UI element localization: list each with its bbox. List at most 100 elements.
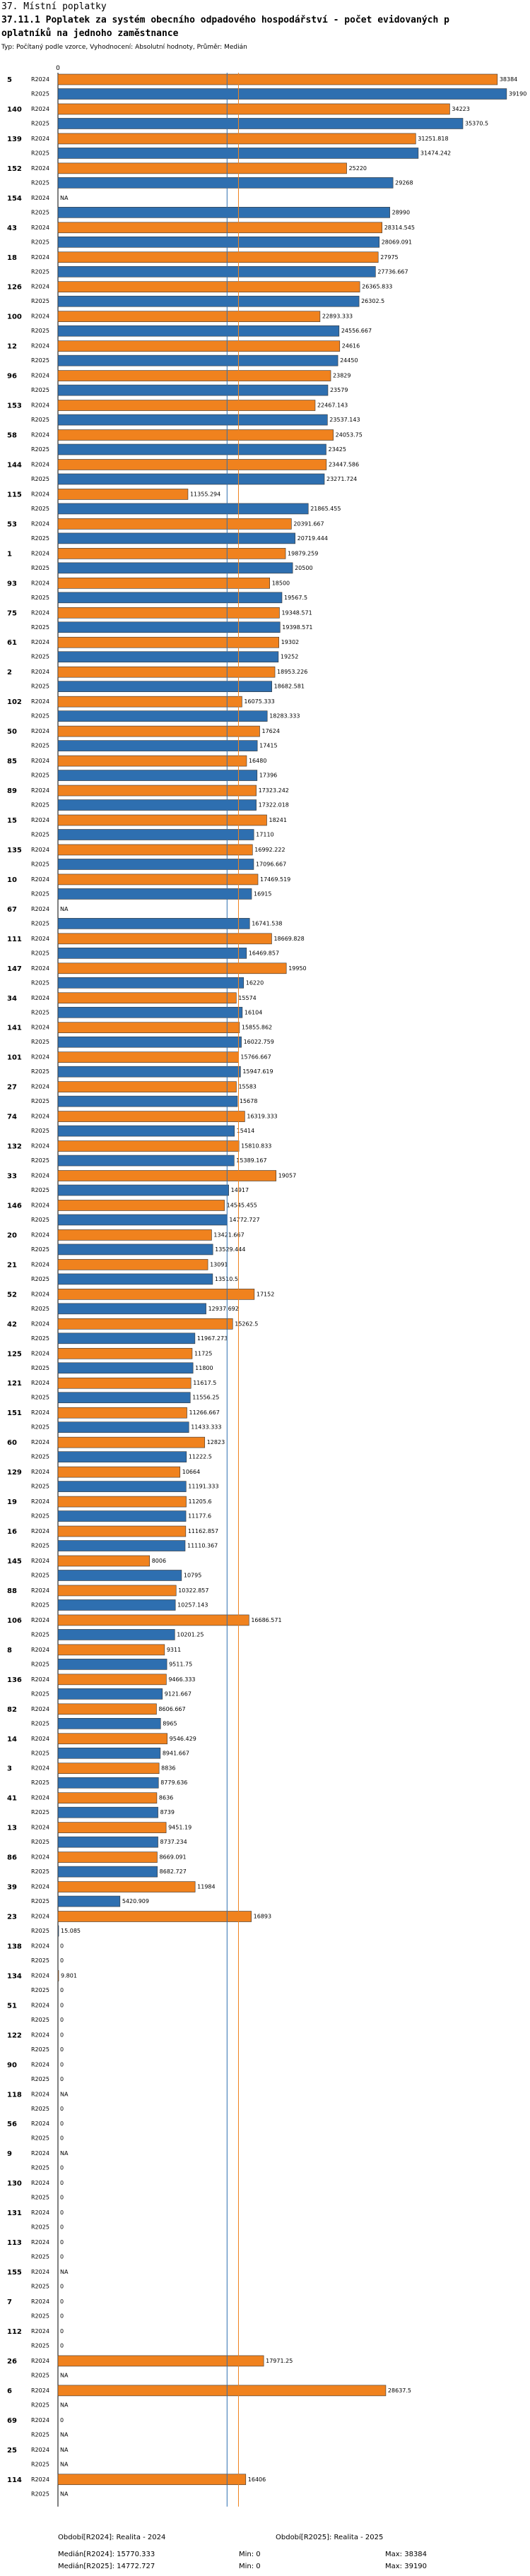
data-label-r2025: 0 [60,2313,64,2320]
series-label-r2024: R2024 [31,1854,49,1861]
category-label: 15 [7,817,17,825]
data-label-r2025: 0 [60,1987,64,1993]
series-label-r2024: R2024 [31,520,49,527]
data-label-r2025: 15389.167 [236,1157,266,1164]
bar-r2024 [57,1970,59,1981]
data-label-r2025: 24450 [340,357,358,364]
series-label-r2024: R2024 [31,2180,49,2186]
data-label-r2025: 16741.538 [252,920,282,926]
category-label: 111 [7,936,22,943]
category-label: 2 [7,669,12,676]
category-label: 96 [7,373,17,381]
series-label-r2025: R2025 [31,1602,49,1608]
bar-r2025 [57,148,419,159]
data-label-r2025: 17396 [259,773,277,779]
bar-r2024 [57,1496,187,1508]
data-label-r2024: 9311 [167,1647,181,1653]
series-label-r2024: R2024 [31,876,49,883]
bar-r2024 [57,2474,247,2486]
category-label: 6 [7,2387,12,2395]
data-label-r2024: 23829 [333,373,351,379]
category-label: 1 [7,550,12,558]
bar-r2025 [57,532,295,544]
data-label-r2025: 16104 [245,1009,262,1015]
series-label-r2025: R2025 [31,802,49,809]
category-label: 145 [7,1558,22,1566]
bar-r2025 [57,888,252,900]
bar-r2024 [57,281,360,293]
series-label-r2025: R2025 [31,1957,49,1964]
bar-r2024 [57,1051,239,1063]
bar-r2024 [57,370,331,381]
series-label-r2025: R2025 [31,565,49,571]
series-label-r2025: R2025 [31,1128,49,1134]
series-label-r2025: R2025 [31,2106,49,2112]
category-label: 139 [7,136,22,143]
chart-title-line-2: oplatníků na jednoho zaměstnance [1,28,179,39]
bar-r2025 [57,325,340,337]
bar-r2024 [57,1792,158,1803]
series-label-r2025: R2025 [31,2017,49,2023]
series-label-r2024: R2024 [31,2476,49,2483]
category-label: 27 [7,1084,17,1092]
series-label-r2024: R2024 [31,1054,49,1061]
bar-r2024 [57,1674,167,1686]
series-label-r2025: R2025 [31,1217,49,1223]
series-label-r2024: R2024 [31,1143,49,1150]
bar-r2025 [57,503,309,515]
series-label-r2025: R2025 [31,2224,49,2231]
data-label-r2024: 9451.19 [168,1825,192,1831]
series-label-r2024: R2024 [31,165,49,172]
data-label-r2025: 13510.5 [215,1276,238,1282]
bar-r2025 [57,177,394,189]
bar-r2024 [57,1259,208,1270]
data-label-r2024: 20391.667 [293,520,324,527]
bar-r2025 [57,1095,238,1107]
bar-r2024 [57,1733,167,1745]
section-title: 37. Místní poplatky [1,1,107,12]
series-label-r2024: R2024 [31,1173,49,1179]
data-label-r2025: 19567.5 [284,595,307,601]
data-label-r2024: 23447.586 [329,461,359,467]
series-label-r2024: R2024 [31,2298,49,2305]
chart-footer: Období[R2024]: Realita - 2024 Období[R20… [0,2528,530,2576]
category-label: 51 [7,2002,17,2010]
data-label-r2024: 16319.333 [247,1114,277,1120]
series-label-r2025: R2025 [31,506,49,512]
data-label-r2025: 39190 [509,91,526,97]
bar-r2024 [57,103,450,115]
data-label-r2024: 11162.857 [188,1528,218,1534]
series-label-r2025: R2025 [31,328,49,334]
bar-r2025 [57,710,268,722]
series-label-r2024: R2024 [31,1025,49,1031]
category-label: 125 [7,1350,22,1358]
data-label-r2024: 38384 [500,76,517,83]
series-label-r2025: R2025 [31,950,49,956]
data-label-r2024: 11355.294 [190,491,220,497]
data-label-r2025: 11110.367 [187,1543,218,1549]
category-label: 50 [7,728,17,736]
bar-r2024 [57,1022,240,1034]
data-label-r2024: NA [60,906,69,912]
category-label: 25 [7,2447,17,2455]
bar-r2024 [57,2355,264,2367]
series-label-r2024: R2024 [31,491,49,497]
data-label-r2025: 11433.333 [191,1424,221,1431]
data-label-r2024: NA [60,2447,69,2453]
bar-r2025 [57,740,258,751]
series-label-r2025: R2025 [31,1987,49,1993]
category-label: 131 [7,2210,22,2217]
data-label-r2024: 16075.333 [244,698,274,705]
bar-r2024 [57,666,276,678]
category-label: 5 [7,76,12,84]
data-label-r2024: 16893 [254,1914,271,1920]
data-label-r2024: 0 [60,2239,64,2246]
bar-r2024 [57,1703,157,1715]
data-label-r2025: 8682.727 [160,1868,187,1875]
series-label-r2025: R2025 [31,1068,49,1075]
data-label-r2025: 27736.667 [377,268,408,275]
series-label-r2024: R2024 [31,254,49,261]
data-label-r2025: 24556.667 [341,328,372,334]
series-label-r2024: R2024 [31,373,49,379]
data-label-r2025: 12937.692 [208,1306,239,1312]
